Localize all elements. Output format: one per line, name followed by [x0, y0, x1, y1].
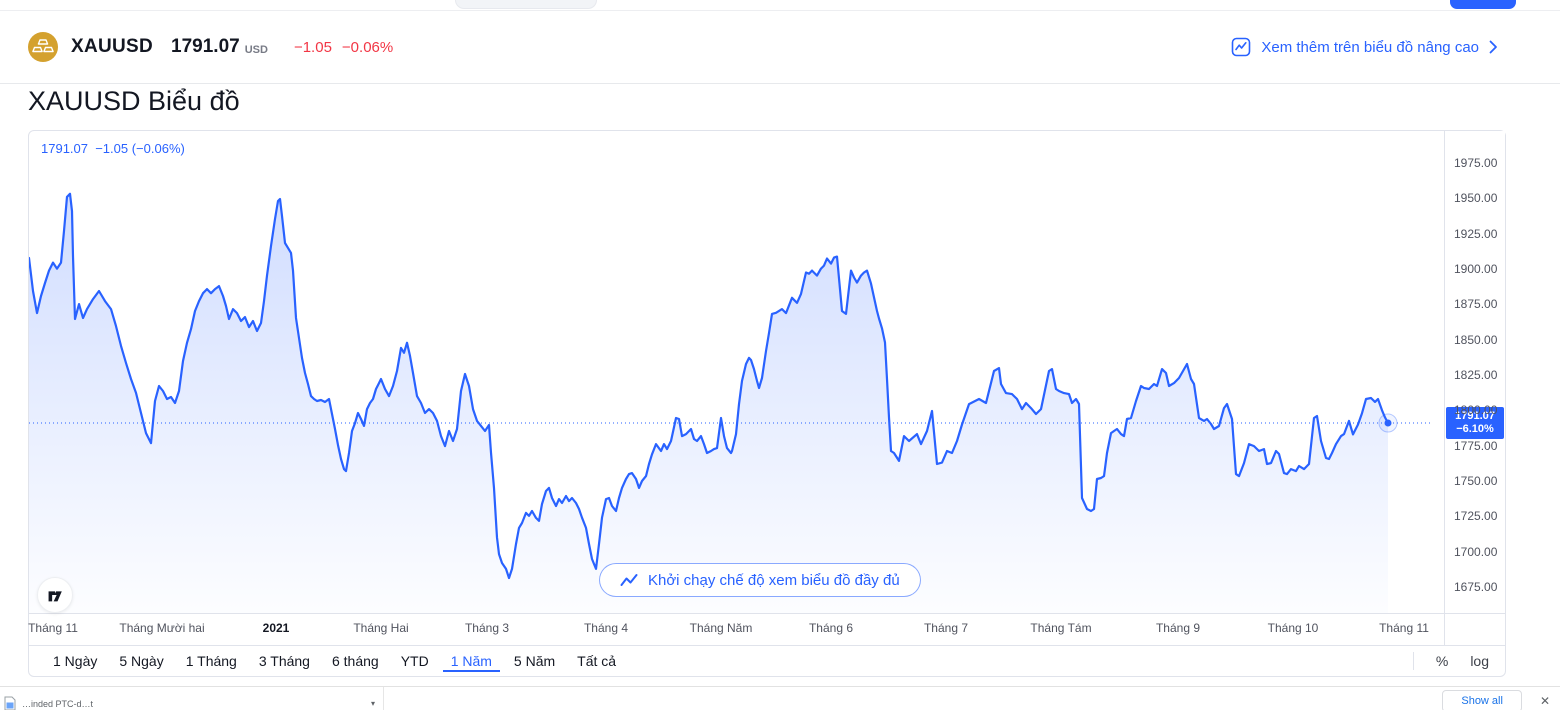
advanced-chart-link[interactable]: Xem thêm trên biểu đồ nâng cao	[1231, 37, 1498, 57]
chart-widget: 1791.07 −1.05 (−0.06%) 1791.07 −6.10% 19…	[28, 130, 1506, 677]
symbol-name: XAUUSD	[71, 36, 154, 57]
range-button[interactable]: 5 Ngày	[119, 653, 164, 669]
price-axis-label: 1950.00	[1454, 191, 1498, 206]
time-axis-label: Tháng Năm	[689, 621, 753, 635]
chart-toolbar: 1 Ngày 5 Ngày 1 Tháng 3 Tháng 6 tháng YTD 1 Nă…	[29, 645, 1505, 676]
symbol-currency: USD	[244, 44, 268, 56]
symbol-change-percent: −0.06%	[341, 38, 394, 56]
current-price-value: 1791.07	[1455, 409, 1495, 422]
download-item-label: …inded PTC-d…t	[22, 698, 94, 709]
time-axis-label: Tháng 6	[808, 621, 854, 635]
gold-symbol-icon	[28, 32, 58, 62]
last-point-marker	[1384, 419, 1392, 427]
chevron-right-icon	[1489, 40, 1497, 54]
time-axis-divider	[29, 613, 1505, 614]
range-button[interactable]: YTD	[400, 653, 429, 669]
range-button[interactable]: 3 Tháng	[258, 653, 310, 669]
zigzag-chart-icon	[620, 574, 638, 586]
scale-controls: % log	[1412, 652, 1489, 670]
tradingview-logo[interactable]	[37, 577, 73, 613]
price-axis-label: 1925.00	[1454, 226, 1498, 241]
price-axis-label: 1700.00	[1454, 544, 1498, 559]
tradingview-logo-icon	[48, 591, 62, 602]
symbol-change: −1.05	[293, 38, 332, 56]
chart-legend: 1791.07 −1.05 (−0.06%)	[41, 141, 185, 156]
download-item[interactable]: …inded PTC-d…t ▾	[0, 687, 384, 710]
primary-button-fragment	[1450, 0, 1516, 9]
time-axis-label: Tháng 3	[464, 621, 510, 635]
download-caret-icon[interactable]: ▾	[370, 699, 375, 708]
time-axis-label: Tháng Mười hai	[119, 621, 205, 635]
download-bar-actions: Show all ✕	[1442, 687, 1560, 710]
range-button[interactable]: 5 Năm	[513, 653, 556, 669]
symbol-price: 1791.07	[171, 36, 240, 57]
range-button[interactable]: 1 Tháng	[185, 653, 237, 669]
price-axis-label: 1800.00	[1454, 403, 1498, 418]
page-title: XAUUSD Biểu đồ	[28, 86, 240, 116]
symbol-header: XAUUSD 1791.07 USD −1.05 −0.06% Xem thêm…	[0, 11, 1560, 84]
price-axis-label: 1825.00	[1454, 368, 1498, 382]
time-axis-label: 2021	[262, 621, 290, 635]
search-pill-fragment	[455, 0, 597, 9]
range-selector: 1 Ngày 5 Ngày 1 Tháng 3 Tháng 6 tháng YTD 1 Nă…	[45, 650, 624, 672]
launch-full-chart-button[interactable]: Khởi chạy chế độ xem biểu đồ đầy đủ	[599, 563, 921, 597]
close-download-bar-icon[interactable]: ✕	[1539, 694, 1550, 708]
advanced-chart-link-label: Xem thêm trên biểu đồ nâng cao	[1261, 38, 1479, 56]
price-axis-label: 1725.00	[1454, 509, 1498, 524]
symbol-summary: XAUUSD 1791.07 USD −1.05 −0.06%	[28, 32, 393, 62]
time-axis-label: Tháng Hai	[353, 621, 409, 635]
time-axis-label: Tháng Tám	[1030, 621, 1092, 635]
range-button[interactable]: Tất cả	[577, 653, 617, 669]
time-axis-label: Tháng 11	[28, 621, 78, 635]
price-axis-label: 1900.00	[1454, 262, 1498, 276]
time-axis-label: Tháng 4	[583, 621, 629, 635]
mini-chart-icon	[1232, 37, 1251, 57]
percent-scale-button[interactable]: %	[1435, 653, 1449, 669]
current-price-label: 1791.07 −6.10%	[1446, 406, 1504, 439]
price-axis-label: 1775.00	[1454, 438, 1498, 453]
price-axis-label: 1675.00	[1454, 580, 1498, 594]
time-axis-label: Tháng 7	[923, 621, 969, 635]
range-button[interactable]: 1 Năm	[442, 650, 500, 672]
price-chart	[29, 192, 1431, 613]
range-button[interactable]: 1 Ngày	[53, 653, 98, 669]
area-fill	[29, 193, 1388, 613]
launch-full-chart-label: Khởi chạy chế độ xem biểu đồ đầy đủ	[648, 571, 900, 589]
price-line	[29, 192, 1390, 580]
price-axis-label: 1875.00	[1454, 297, 1498, 312]
time-axis-label: Tháng 9	[1155, 621, 1201, 635]
price-axis[interactable]: 1791.07 −6.10% 1975.00 1950.00 1925.00 1900…	[1444, 131, 1505, 645]
browser-download-bar: …inded PTC-d…t ▾ Show all ✕	[0, 686, 1560, 710]
toolbar-divider	[1412, 652, 1414, 670]
show-all-downloads-button[interactable]: Show all	[1442, 690, 1522, 710]
price-axis-label: 1850.00	[1454, 332, 1498, 347]
cropped-upper-page-strip	[0, 0, 1560, 11]
time-axis-label: Tháng 11	[1379, 621, 1429, 635]
log-scale-button[interactable]: log	[1470, 653, 1489, 669]
file-icon	[4, 696, 16, 710]
time-axis-label: Tháng 10	[1267, 621, 1319, 635]
price-axis-label: 1750.00	[1454, 474, 1498, 488]
current-price-percent: −6.10%	[1456, 422, 1494, 435]
range-button[interactable]: 6 tháng	[331, 653, 379, 669]
time-axis[interactable]: Tháng 11 Tháng Mười hai 2021 Tháng Hai Tháng…	[28, 613, 1444, 645]
price-axis-label: 1975.00	[1454, 156, 1498, 170]
